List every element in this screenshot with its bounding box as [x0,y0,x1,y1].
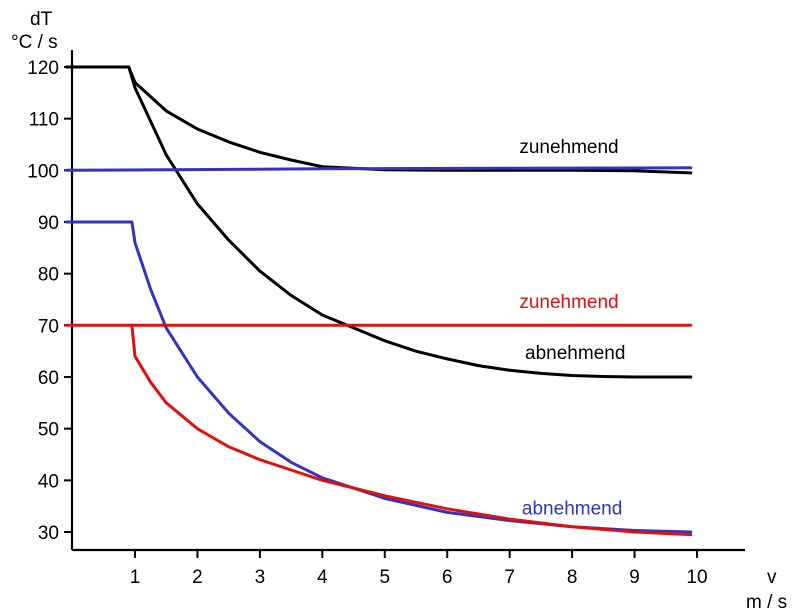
x-tick-label: 6 [442,567,453,588]
series-label: abnehmend [522,498,622,519]
x-tick-label: 8 [567,567,578,588]
x-tick-label: 3 [255,567,266,588]
x-tick-label: 9 [629,567,640,588]
x-unit-top: v [767,567,777,588]
x-tick-label: 2 [192,567,203,588]
axes [70,50,745,552]
series-label: zunehmend [519,292,618,313]
x-ticks: 1 2 3 4 5 6 7 8 9 10 [130,550,708,588]
y-tick-label: 100 [27,161,59,182]
series-line-1 [127,65,693,379]
x-tick-label: 5 [379,567,390,588]
y-tick-label: 90 [38,213,59,234]
x-unit-bottom: m / s [746,592,787,610]
y-tick-label: 120 [27,58,59,79]
series-line-2 [64,166,693,172]
series-label: abnehmend [525,343,625,364]
series-line-0 [64,65,693,175]
x-tick-label: 1 [130,567,141,588]
y-unit-top: dT [30,9,53,30]
y-ticks: 30 40 50 60 70 80 90 100 110 120 [27,58,72,544]
y-tick-label: 70 [38,316,59,337]
y-tick-label: 60 [38,368,59,389]
y-tick-label: 30 [38,523,59,544]
series-labels: zunehmend abnehmend zunehmend abnehmend [519,137,625,520]
series-group [64,65,693,537]
x-tick-label: 4 [317,567,328,588]
x-tick-label: 10 [686,567,707,588]
x-tick-label: 7 [504,567,515,588]
series-line-5 [130,323,693,537]
y-tick-label: 40 [38,471,59,492]
y-unit-bottom: °C / s [11,32,58,53]
y-tick-label: 110 [29,110,59,131]
y-tick-label: 80 [38,265,59,286]
y-tick-label: 50 [38,420,59,441]
series-label: zunehmend [519,137,618,158]
